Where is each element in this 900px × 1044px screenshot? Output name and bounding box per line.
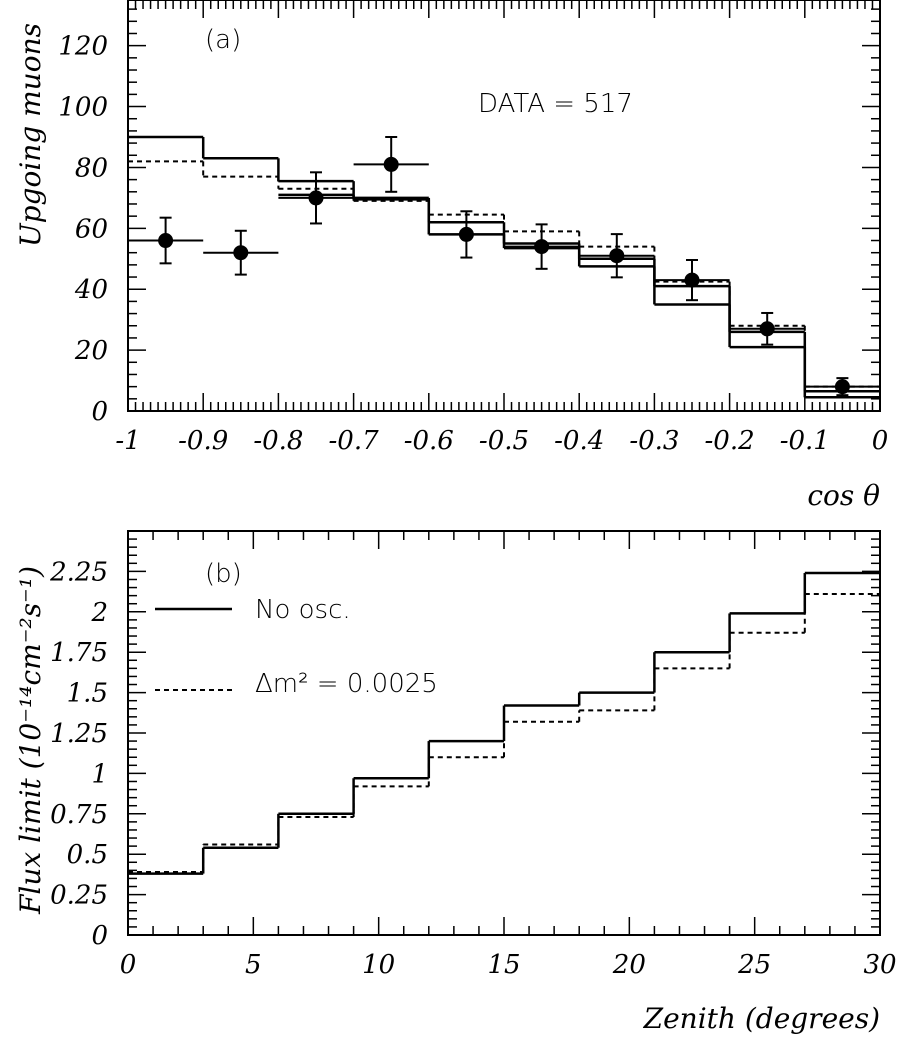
panel-a-ticks <box>127 0 881 412</box>
data-point <box>534 239 550 255</box>
data-point <box>834 379 850 395</box>
x-tick-label: -0.3 <box>629 426 679 456</box>
panel-a-frame <box>127 0 881 412</box>
panel-a-y-axis-title: Upgoing muons <box>14 23 47 247</box>
x-tick-label: -0.7 <box>329 426 380 456</box>
data-point <box>684 272 700 288</box>
x-tick-label: 0 <box>872 426 889 456</box>
x-tick-label: -0.9 <box>178 426 228 456</box>
x-tick-label: -0.8 <box>253 426 303 456</box>
panel-b-y-tick-labels: 0 0.25 0.5 0.75 1 1.25 1.5 1.75 2 2.25 <box>49 557 108 951</box>
y-tick-label: 1 <box>91 759 108 789</box>
panel-a-x-tick-labels: -1 -0.9 -0.8 -0.7 -0.6 -0.5 -0.4 -0.3 -0.2 -0.1 0 <box>115 426 888 456</box>
x-tick-label: -1 <box>115 426 140 456</box>
data-point <box>308 190 324 206</box>
x-tick-label: 25 <box>737 950 771 980</box>
y-tick-label: 1.25 <box>50 719 108 749</box>
panel-b: 0 5 10 15 20 25 30 0 0.25 0.5 0.75 1 1.25 1.5 1.75 2 2.… <box>14 530 897 1035</box>
legend: No osc. Δm² = 0.0025 <box>155 595 438 699</box>
y-tick-label: 100 <box>58 93 108 123</box>
data-count-annotation: DATA = 517 <box>478 89 633 119</box>
data-point <box>158 233 174 249</box>
panel-a-label: (a) <box>205 25 241 55</box>
panel-b-label: (b) <box>205 559 242 589</box>
data-point <box>458 226 474 242</box>
panel-a: -1 -0.9 -0.8 -0.7 -0.6 -0.5 -0.4 -0.3 -0.2 -0.1 0 … <box>14 0 888 512</box>
y-tick-label: 1.75 <box>50 638 108 668</box>
y-tick-label: 0 <box>91 921 108 951</box>
x-tick-label: 0 <box>120 950 137 980</box>
panel-a-data-points <box>128 136 880 397</box>
y-tick-label: 2.25 <box>49 557 108 587</box>
y-tick-label: 20 <box>74 336 108 366</box>
x-tick-label: -0.5 <box>479 426 529 456</box>
data-point <box>383 156 399 172</box>
data-point <box>233 245 249 261</box>
panel-b-x-tick-labels: 0 5 10 15 20 25 30 <box>120 950 897 980</box>
y-tick-label: 0.25 <box>50 881 108 911</box>
y-tick-label: 40 <box>74 275 108 305</box>
panel-b-frame <box>127 530 881 936</box>
x-tick-label: -0.6 <box>404 426 454 456</box>
y-tick-label: 60 <box>75 214 108 244</box>
panel-a-y-tick-labels: 0 20 40 60 80 100 120 <box>58 32 108 427</box>
legend-label-no-osc: No osc. <box>255 595 351 625</box>
x-tick-label: 5 <box>245 950 262 980</box>
x-tick-label: 20 <box>612 950 646 980</box>
y-tick-label: 80 <box>75 153 108 183</box>
panel-b-histograms <box>128 571 880 875</box>
x-tick-label: 30 <box>863 950 896 980</box>
x-tick-label: -0.4 <box>554 426 604 456</box>
data-point <box>609 248 625 264</box>
x-tick-label: -0.2 <box>705 426 755 456</box>
y-tick-label: 1.5 <box>67 679 108 709</box>
y-tick-label: 2 <box>90 598 108 628</box>
y-tick-label: 0.75 <box>50 800 108 830</box>
y-tick-label: 120 <box>58 32 108 62</box>
panel-b-x-axis-title: Zenith (degrees) <box>643 1002 880 1035</box>
x-tick-label: -0.1 <box>780 426 830 456</box>
legend-label-dm2: Δm² = 0.0025 <box>255 669 438 699</box>
data-point <box>759 321 775 337</box>
y-tick-label: 0.5 <box>67 840 108 870</box>
x-tick-label: 10 <box>362 950 395 980</box>
x-tick-label: 15 <box>487 950 520 980</box>
panel-b-y-axis-title: Flux limit (10⁻¹⁴cm⁻²s⁻¹) <box>14 566 47 915</box>
y-tick-label: 0 <box>91 397 108 427</box>
panel-a-x-axis-title: cos θ <box>807 479 880 512</box>
